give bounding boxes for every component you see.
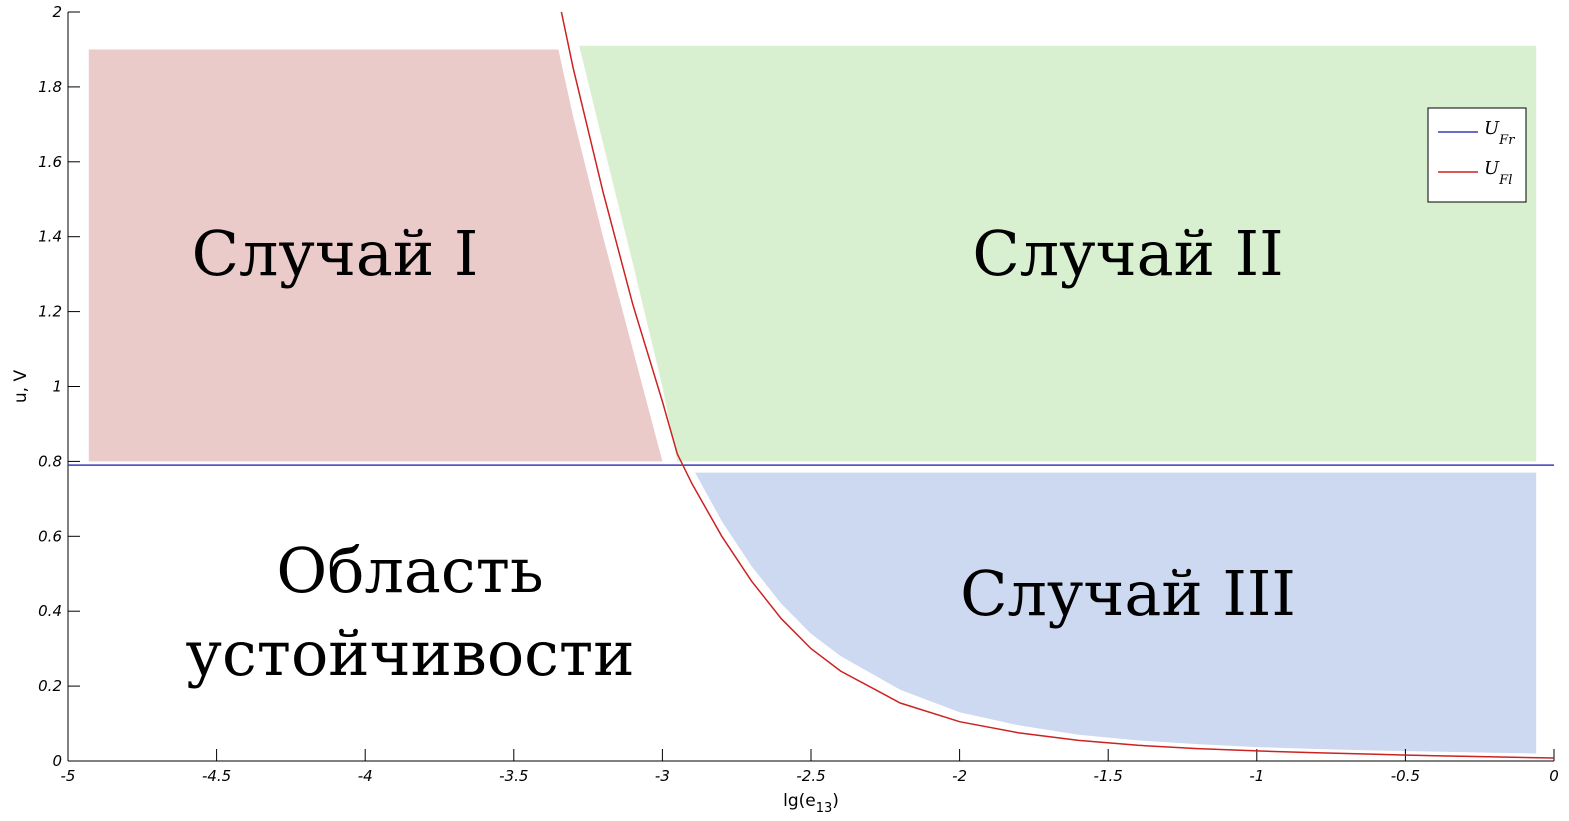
- label-stability-line-1: Область: [276, 534, 543, 607]
- y-tick-label: 1: [52, 378, 62, 396]
- y-tick-label: 1.2: [38, 303, 62, 321]
- y-tick-label: 1.8: [38, 78, 62, 96]
- x-tick-label: -2.5: [796, 767, 825, 785]
- x-tick-label: -1.5: [1094, 767, 1123, 785]
- y-tick-label: 0.6: [38, 527, 62, 545]
- x-tick-label: -0.5: [1391, 767, 1420, 785]
- y-tick-label: 0.2: [38, 677, 62, 695]
- y-tick-label: 0: [52, 752, 62, 770]
- x-tick-label: -5: [61, 767, 76, 785]
- y-axis-label: u, V: [11, 370, 31, 404]
- y-tick-label: 0.4: [38, 602, 62, 620]
- x-tick-label: -3.5: [499, 767, 528, 785]
- x-tick-label: -4.5: [202, 767, 231, 785]
- x-tick-label: -2: [952, 767, 967, 785]
- legend-box: [1427, 107, 1527, 203]
- y-tick-label: 0.8: [38, 452, 62, 470]
- y-tick-label: 1.6: [38, 153, 62, 171]
- y-tick-label: 2: [52, 3, 62, 21]
- region-case-1: [88, 49, 663, 462]
- label-case-2: Случай II: [972, 217, 1283, 290]
- x-tick-label: -4: [358, 767, 373, 785]
- x-axis-label: lg(e13): [783, 791, 839, 816]
- legend-entry-ufl-label: UFl: [1484, 158, 1512, 188]
- label-case-1: Случай I: [192, 217, 479, 290]
- region-case-3: [695, 472, 1537, 754]
- label-stability-line-2: устойчивости: [185, 617, 634, 690]
- label-case-3: Случай III: [960, 557, 1296, 630]
- y-tick-label: 1.4: [38, 228, 62, 246]
- x-tick-label: -1: [1249, 767, 1264, 785]
- x-tick-label: -3: [655, 767, 670, 785]
- series-line-ufl: [560, 11, 1555, 759]
- legend-entry-ufr-label: UFr: [1484, 118, 1515, 148]
- x-tick-label: 0: [1549, 767, 1559, 785]
- region-case-2: [579, 45, 1537, 462]
